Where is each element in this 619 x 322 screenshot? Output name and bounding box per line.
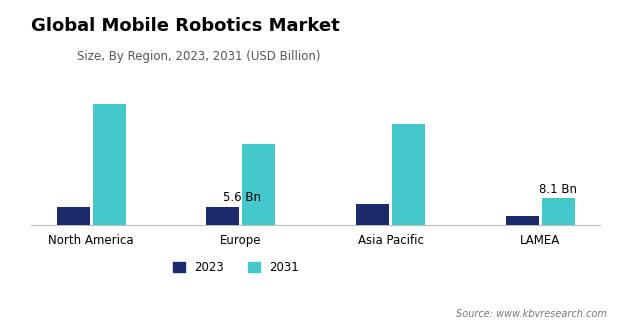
Bar	[243, 145, 275, 225]
Legend: 2023, 2031: 2023, 2031	[168, 257, 303, 279]
Bar	[57, 207, 90, 225]
Bar	[207, 206, 240, 225]
Text: 8.1 Bn: 8.1 Bn	[539, 183, 577, 196]
Bar	[392, 124, 425, 225]
Bar	[542, 198, 574, 225]
Bar	[356, 204, 389, 225]
Text: Size, By Region, 2023, 2031 (USD Billion): Size, By Region, 2023, 2031 (USD Billion…	[77, 50, 321, 63]
Bar	[93, 104, 126, 225]
Text: Global Mobile Robotics Market: Global Mobile Robotics Market	[31, 17, 340, 35]
Bar	[506, 216, 539, 225]
Text: Source: www.kbvresearch.com: Source: www.kbvresearch.com	[456, 309, 607, 319]
Text: 5.6 Bn: 5.6 Bn	[223, 192, 261, 204]
